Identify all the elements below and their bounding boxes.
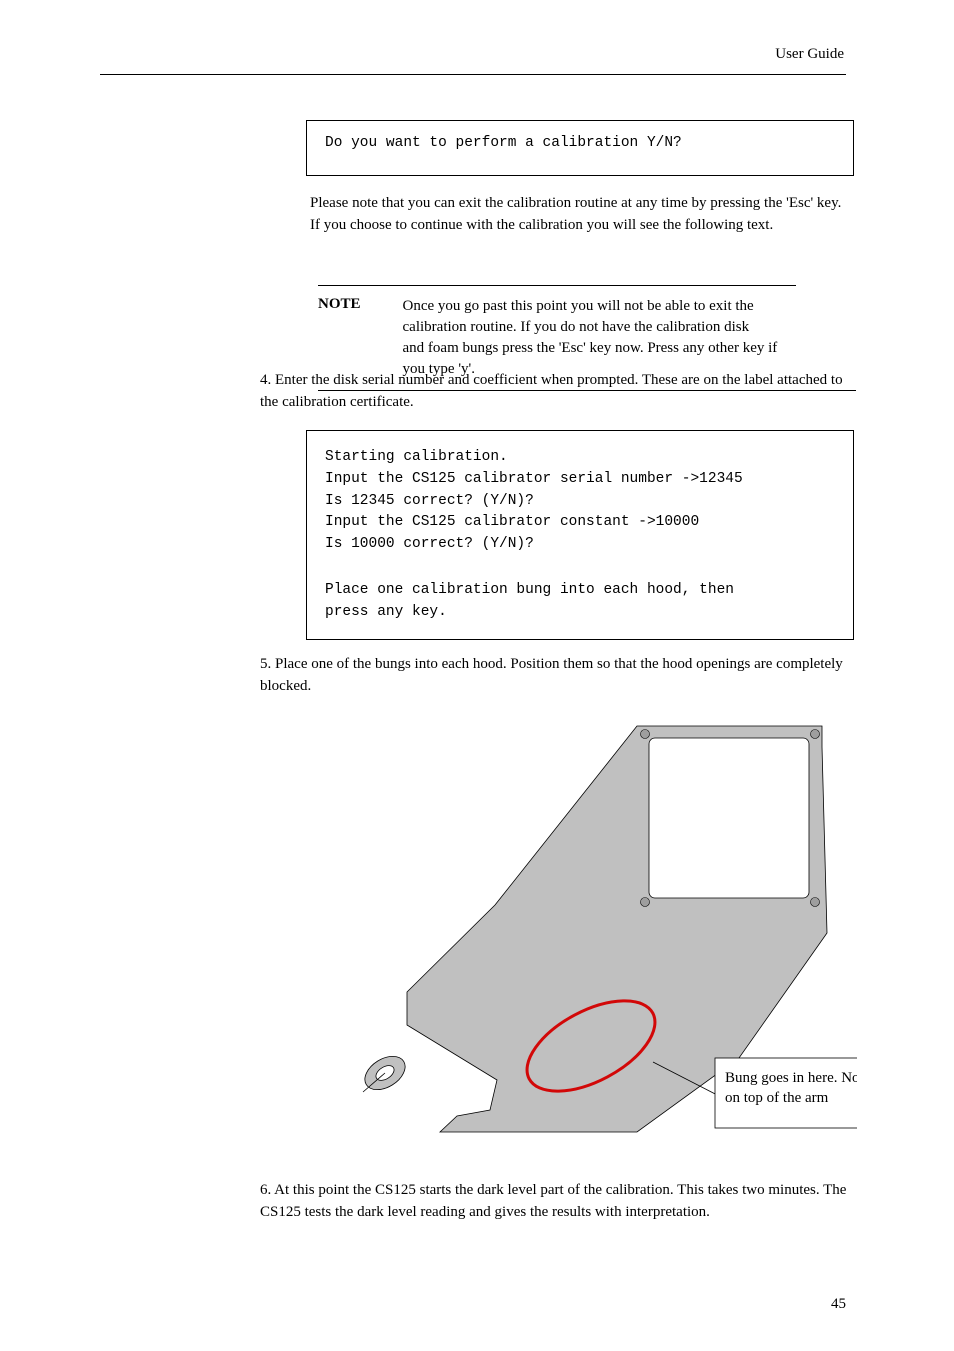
confirm-paragraph: Please note that you can exit the calibr… (310, 193, 854, 237)
note-label: NOTE (318, 296, 361, 313)
header-divider (100, 74, 846, 75)
code2-line-7: press any key. (325, 602, 835, 624)
calibration-diagram: Bung goes in here. Not on top of the arm (327, 720, 857, 1160)
header-title: User Guide (775, 46, 844, 63)
note-body: Once you go past this point you will not… (403, 296, 778, 380)
callout-text-2: on top of the arm (725, 1090, 829, 1106)
code2-line-1: Starting calibration. (325, 447, 835, 469)
code-text: Do you want to perform a calibration Y/N… (325, 135, 682, 151)
code2-line-5: Is 10000 correct? (Y/N)? (325, 534, 835, 556)
square-cutout (649, 738, 809, 898)
code-box-calibration-steps: Starting calibration. Input the CS125 ca… (306, 430, 854, 640)
step-4: 4. Enter the disk serial number and coef… (260, 370, 860, 414)
cap-icon (359, 1049, 411, 1096)
note-line-2: calibration routine. If you do not have … (403, 319, 750, 335)
step-6: 6. At this point the CS125 starts the da… (260, 1180, 860, 1224)
callout-text-1: Bung goes in here. Not (725, 1070, 857, 1086)
note-divider-top (318, 285, 796, 286)
code-box-calibration-prompt: Do you want to perform a calibration Y/N… (306, 120, 854, 176)
note-line-3: and foam bungs press the 'Esc' key now. … (403, 340, 778, 356)
code2-line-6: Place one calibration bung into each hoo… (325, 580, 835, 602)
step-5: 5. Place one of the bungs into each hood… (260, 654, 860, 698)
code2-line-3: Is 12345 correct? (Y/N)? (325, 491, 835, 513)
note-line-1: Once you go past this point you will not… (403, 298, 754, 314)
page-number: 45 (831, 1296, 846, 1313)
code2-line-4: Input the CS125 calibrator constant ->10… (325, 512, 835, 534)
code2-line-2: Input the CS125 calibrator serial number… (325, 469, 835, 491)
